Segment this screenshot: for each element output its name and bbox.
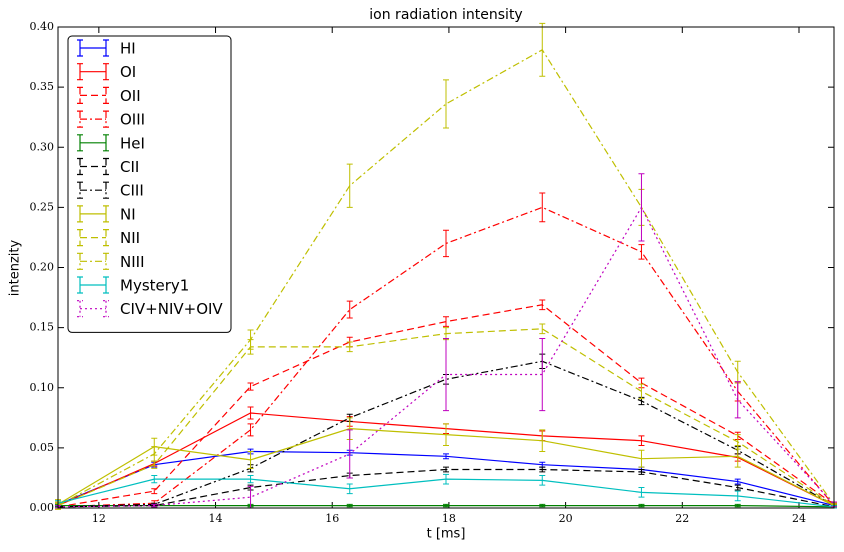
error-bar <box>638 244 645 260</box>
error-bar <box>443 473 449 485</box>
legend-swatch <box>77 229 109 247</box>
legend-swatch <box>77 63 109 81</box>
error-bar <box>734 478 741 485</box>
legend-label: HeI <box>120 134 145 152</box>
x-tick-label: 14 <box>209 512 223 525</box>
legend-box <box>67 35 232 333</box>
series-line <box>57 360 835 508</box>
error-bar <box>638 469 645 475</box>
error-bar <box>443 229 449 258</box>
legend-swatch <box>77 205 109 223</box>
legend-label: NII <box>120 229 140 247</box>
error-bar <box>638 435 645 446</box>
error-bar <box>247 382 254 391</box>
error-bar <box>539 192 546 223</box>
error-bar <box>346 341 353 353</box>
error-bar <box>346 483 353 495</box>
x-tick-label: 16 <box>325 512 339 525</box>
legend-label: OIII <box>120 111 145 129</box>
error-bar <box>346 300 353 319</box>
x-tick-label: 12 <box>92 512 106 525</box>
chart-title: ion radiation intensity <box>369 7 522 23</box>
legend-label: NI <box>120 205 136 223</box>
error-bar <box>247 450 254 469</box>
error-bar <box>734 490 741 502</box>
error-bar <box>151 503 158 508</box>
x-tick-label: 18 <box>442 512 456 525</box>
error-bar <box>539 22 546 77</box>
y-tick-label: 0.25 <box>30 200 55 213</box>
x-tick-label: 24 <box>792 512 806 525</box>
y-tick-label: 0.40 <box>30 20 55 33</box>
error-bar <box>346 503 353 508</box>
error-bar <box>346 429 353 479</box>
error-bar <box>539 323 546 335</box>
error-bar <box>539 503 546 508</box>
legend-label: NIII <box>120 253 145 271</box>
legend-swatch <box>77 252 109 270</box>
x-tick-label: 20 <box>559 512 573 525</box>
error-bar <box>443 337 449 412</box>
error-bar <box>638 449 645 468</box>
error-bar <box>151 446 158 462</box>
error-bar <box>539 429 546 452</box>
error-bar <box>443 453 449 460</box>
error-bar <box>539 299 546 311</box>
legend-swatch <box>77 157 109 176</box>
y-axis-label: intenzity <box>8 239 23 296</box>
error-bar <box>734 503 741 508</box>
x-axis-label: t [ms] <box>427 527 466 542</box>
legend-label: OI <box>120 63 136 81</box>
error-bar <box>734 360 741 384</box>
y-tick-label: 0.20 <box>30 261 55 274</box>
y-tick-label: 0.05 <box>30 441 55 454</box>
error-bar <box>539 337 546 412</box>
legend-label: CIV+NIV+OIV <box>120 300 223 318</box>
error-bar <box>539 466 546 473</box>
error-bar <box>638 383 645 400</box>
error-bar <box>151 475 158 484</box>
y-tick-label: 0.35 <box>30 80 55 93</box>
error-bar <box>638 503 645 508</box>
x-tick-label: 22 <box>675 512 689 525</box>
legend-label: CII <box>120 158 139 176</box>
error-bar <box>443 316 449 327</box>
legend-swatch <box>77 300 109 318</box>
error-bar <box>443 503 449 508</box>
error-bar <box>539 475 546 486</box>
legend-label: CIII <box>120 182 144 200</box>
error-bar <box>346 163 353 208</box>
error-bar <box>443 79 449 129</box>
y-tick-label: 0.10 <box>30 381 55 394</box>
plot-frame <box>57 26 835 509</box>
legend-label: HI <box>120 40 136 58</box>
y-tick-label: 0.30 <box>30 140 55 153</box>
error-bar <box>734 434 741 450</box>
legend-label: OII <box>120 87 141 105</box>
legend-swatch <box>77 134 109 152</box>
y-tick-label: 0.00 <box>30 501 55 514</box>
error-bar <box>247 423 254 437</box>
legend-swatch <box>77 86 109 104</box>
error-bar <box>638 173 645 242</box>
error-bar <box>151 488 158 495</box>
y-tick-label: 0.15 <box>30 321 55 334</box>
legend-swatch <box>77 110 109 128</box>
error-bar <box>443 423 449 446</box>
error-bar <box>734 381 741 419</box>
error-bar <box>443 466 449 473</box>
error-bar <box>247 329 254 350</box>
error-bar <box>247 406 254 420</box>
error-bar <box>734 484 741 491</box>
legend-swatch <box>77 276 109 294</box>
legend-label: Mystery1 <box>120 277 189 295</box>
legend-swatch <box>77 181 109 199</box>
legend: HI OI OII OIII HeI CII CIII NI NII NIII Mystery1 CI… <box>67 35 232 333</box>
error-bar <box>638 487 645 498</box>
error-bar <box>247 475 254 484</box>
legend-swatch <box>77 39 109 57</box>
series-line <box>57 49 835 507</box>
